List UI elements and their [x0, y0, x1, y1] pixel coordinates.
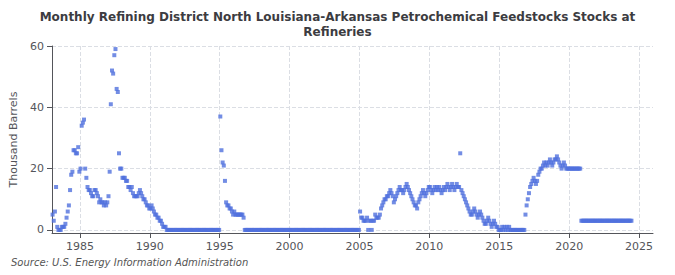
svg-text:2005: 2005: [345, 240, 373, 253]
svg-text:40: 40: [30, 101, 44, 114]
svg-text:Source: U.S. Energy Informatio: Source: U.S. Energy Information Administ…: [11, 257, 248, 268]
svg-text:Thousand Barrels: Thousand Barrels: [7, 91, 20, 188]
svg-text:2025: 2025: [625, 240, 653, 253]
svg-text:1985: 1985: [66, 240, 94, 253]
svg-text:60: 60: [30, 40, 44, 53]
svg-text:Refineries: Refineries: [303, 25, 371, 39]
svg-text:1990: 1990: [136, 240, 164, 253]
svg-text:1995: 1995: [206, 240, 234, 253]
svg-text:Monthly Refining District Nort: Monthly Refining District North Louisian…: [40, 10, 636, 24]
svg-text:2020: 2020: [555, 240, 583, 253]
svg-text:2000: 2000: [276, 240, 304, 253]
svg-text:2015: 2015: [485, 240, 513, 253]
svg-text:0: 0: [37, 223, 44, 236]
svg-text:2010: 2010: [415, 240, 443, 253]
svg-text:20: 20: [30, 162, 44, 175]
